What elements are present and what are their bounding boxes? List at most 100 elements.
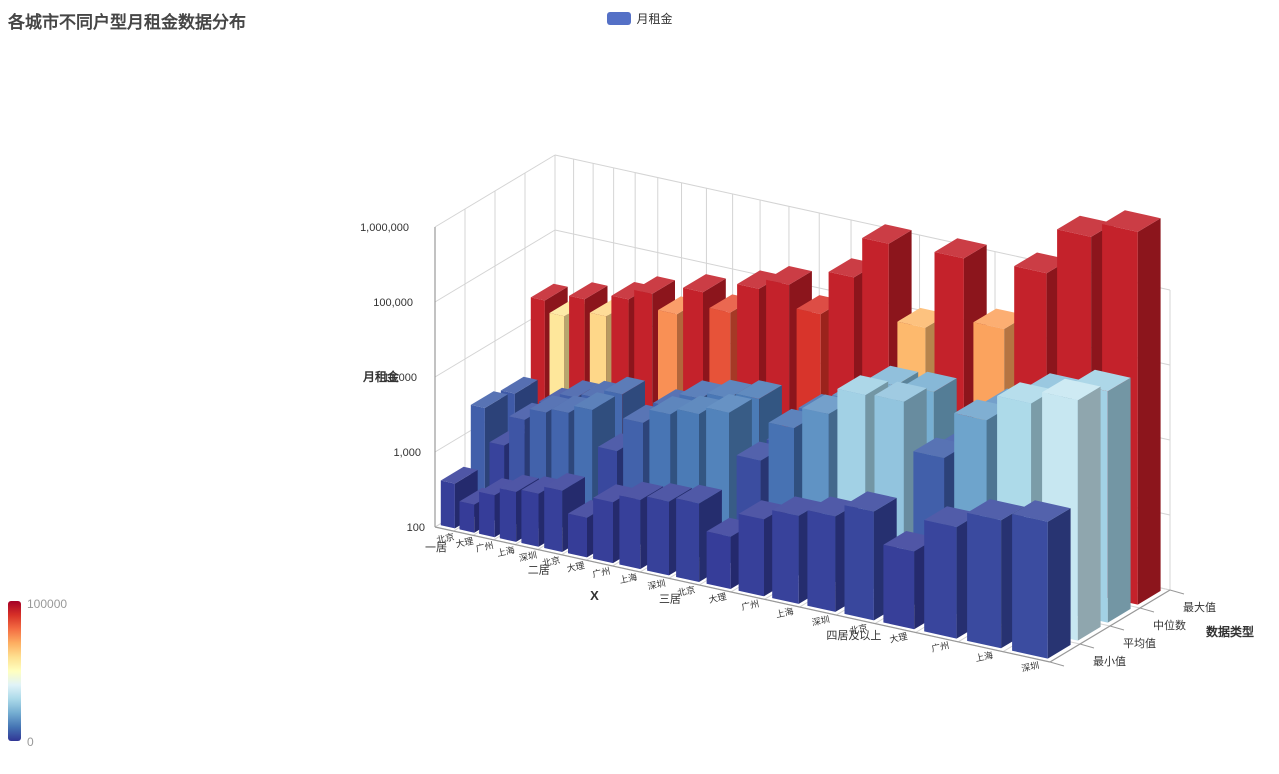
bar-face [647,483,692,502]
bar-face [837,375,889,396]
x-axis-city-label: 上海 [496,544,516,559]
bar-face [1047,508,1071,659]
x-axis-name: X [590,588,599,603]
bar-face [1107,377,1131,623]
x-axis-city-label: 深圳 [518,550,538,564]
y-axis-tick-label: 最小值 [1093,655,1126,668]
x-axis-city-label: 广州 [475,539,495,554]
bar-face [738,500,787,520]
bar-face [707,379,752,399]
bar-face [530,283,568,301]
bar-face [1137,218,1161,605]
bar-face [440,466,478,484]
bar-face [706,531,731,589]
bar-face [997,382,1054,404]
bar-face [459,501,475,533]
x-axis-city-label: 北京 [435,531,455,546]
z-axis-tick-label: 10,000 [383,372,417,384]
bar-face [772,496,822,516]
bar-face [440,480,455,529]
bar-face [649,396,694,415]
y-axis-name: 数据类型 [1206,624,1254,639]
bar-face [581,380,622,399]
x-axis-city-label: 北京 [849,621,869,636]
bar-face [1012,500,1071,522]
page-title: 各城市不同户型月租金数据分布 [8,13,246,32]
x-axis-city-label: 大理 [455,535,475,550]
y-axis-tick-label: 最大值 [1183,600,1216,614]
bar-face [934,238,987,259]
x-axis-city-label: 上海 [775,605,795,620]
bar-face [967,512,1002,649]
bar-face [967,499,1024,521]
bar-face [574,392,615,410]
bar-face [619,481,664,500]
bar-face [647,496,669,576]
bar-face [737,270,782,289]
bar-face [500,376,538,394]
x-axis-city-label: 北京 [541,554,561,569]
z-axis-name: 月租金 [362,369,400,384]
bar-face [924,520,957,639]
visual-map[interactable]: 100000 0 [8,597,98,749]
bar3d-bar[interactable] [1012,500,1071,659]
grid-line [1139,607,1155,613]
bar-face [807,510,836,612]
bar-face [569,282,608,300]
x-axis-group-label: 二居 [528,565,550,577]
visual-map-min-label: 0 [27,735,34,749]
bar-face [1012,514,1048,659]
bar-face [679,380,724,399]
legend[interactable]: 月租金 [606,10,673,27]
bar-face [807,496,859,517]
bar-face [529,395,569,413]
bar-face [559,380,599,398]
x-axis-city-label: 深圳 [1020,660,1040,674]
y-axis-tick-label: 平均值 [1123,637,1156,650]
grid-line [434,154,556,228]
bar-face [844,491,897,512]
bar-face [924,506,980,528]
bar-face [913,437,967,458]
grid-line [1169,589,1185,595]
bar-face [883,531,937,552]
bar-face [1042,378,1101,401]
bar-face [551,395,592,413]
bar-face [593,497,613,564]
bar-face [844,505,874,621]
bar-face [604,376,645,395]
x-axis-group-label: 四居及以上 [826,629,881,642]
bar-face [973,308,1027,329]
bar-face [766,266,812,285]
visual-map-max-label: 100000 [27,597,68,611]
x-axis-city-label: 深圳 [811,614,831,628]
bar-face [521,490,539,547]
bar-face [479,478,518,496]
bar-face [772,510,799,604]
bar-face [736,380,782,399]
x-axis-group-label: 三居 [659,593,681,605]
bar-face [499,474,539,492]
bar-face [593,484,636,503]
grid-line [434,526,1051,663]
grid-line [1049,661,1065,667]
bar-face [883,544,915,630]
bar-face [862,224,912,244]
x-axis-city-label: 广州 [591,565,611,580]
visual-map-gradient[interactable] [8,601,21,741]
bar-face [1102,210,1161,232]
bar-face [954,399,1010,421]
x-axis-city-label: 广州 [740,598,760,613]
grid-line [1109,625,1125,631]
bar-face [1057,215,1114,237]
bar-face [470,391,508,408]
legend-marker-icon [606,12,631,25]
z-axis-tick-label: 1,000 [393,447,421,459]
legend-label: 月租金 [636,12,673,26]
x-axis-city-label: 北京 [676,584,696,599]
bar-face [634,276,675,294]
bar-face [1014,252,1070,274]
bar-face [568,513,587,558]
x-axis-group-label: 一居 [425,542,447,554]
bar-face [499,488,517,542]
